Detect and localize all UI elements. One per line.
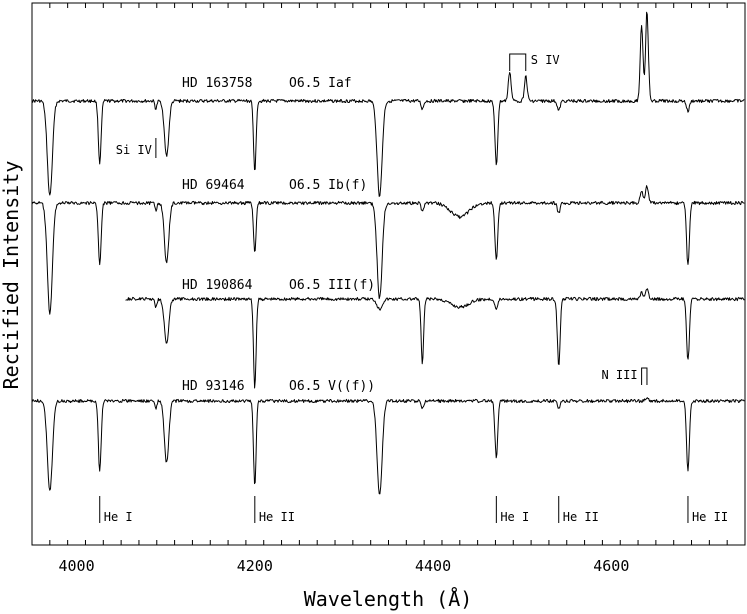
star-name: HD 69464 — [182, 178, 245, 193]
star-name: HD 93146 — [182, 379, 245, 394]
x-tick-label: 4600 — [593, 557, 629, 575]
x-tick-label: 4400 — [415, 557, 451, 575]
line-mark-label: He II — [692, 510, 728, 524]
y-axis-title: Rectified Intensity — [0, 161, 23, 390]
x-tick-label: 4000 — [59, 557, 95, 575]
spectral-type: O6.5 Ib(f) — [289, 178, 367, 193]
annotations: Si IV S IV N III — [116, 53, 648, 385]
spectral-type: O6.5 V((f)) — [289, 379, 375, 394]
line-mark-label: He II — [563, 510, 599, 524]
s-iv-marker — [509, 53, 527, 71]
star-labels: HD 163758 O6.5 Iaf HD 69464 O6.5 Ib(f) HD 19… — [182, 76, 375, 394]
spectral-type: O6.5 Iaf — [289, 76, 352, 91]
x-axis-ticks — [31, 3, 746, 545]
annotation-label: Si IV — [116, 143, 152, 157]
star-name: HD 190864 — [182, 278, 253, 293]
star-name: HD 163758 — [182, 76, 252, 91]
plot-frame — [31, 2, 746, 546]
annotation-label: S IV — [531, 53, 560, 67]
line-marks: He I He II He I He II He II — [99, 496, 728, 524]
x-tick-label: 4200 — [237, 557, 273, 575]
spectrum-line — [31, 185, 745, 315]
line-mark-label: He II — [259, 510, 295, 524]
spectra — [31, 11, 745, 495]
spectral-type: O6.5 III(f) — [289, 278, 375, 293]
x-axis-tick-labels: 4000 4200 4400 4600 — [59, 557, 630, 575]
spectrum-line — [125, 288, 745, 389]
line-mark-label: He I — [500, 510, 529, 524]
line-mark-label: He I — [104, 510, 133, 524]
n-iii-marker — [641, 367, 648, 385]
spectrum-line — [31, 397, 745, 495]
annotation-label: N III — [601, 368, 637, 382]
x-axis-title: Wavelength (Å) — [304, 587, 473, 611]
spectrum-line — [31, 11, 745, 197]
